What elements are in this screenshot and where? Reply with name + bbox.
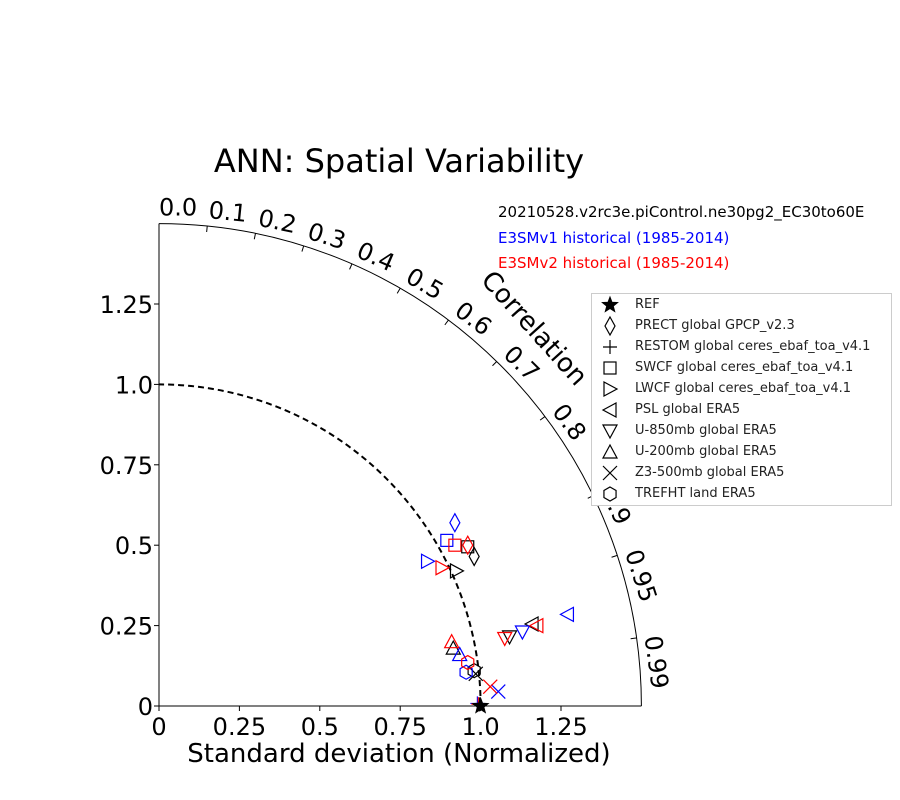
reference-point [471, 696, 490, 714]
correlation-tick-label: 0.2 [256, 204, 299, 239]
legend: REF PRECT global GPCP_v2.3 RESTOM global… [591, 293, 892, 506]
x-axis-label: Standard deviation (Normalized) [187, 739, 610, 769]
reference-arc [158, 383, 482, 707]
data-point-hexagon [467, 662, 481, 679]
data-point-triangle-down [501, 630, 518, 646]
run-label-e3smv1: E3SMv1 historical (1985-2014) [498, 229, 730, 247]
legend-label-u200: U-200mb global ERA5 [635, 444, 777, 459]
y-tick-label: 1.0 [115, 371, 153, 399]
outer-arc [158, 223, 642, 707]
legend-label-ref: REF [635, 297, 660, 312]
legend-markers [601, 295, 619, 502]
data-point-square [440, 533, 454, 547]
legend-marker-triangle-down [601, 424, 619, 440]
x-tick-label: 0.25 [213, 713, 266, 741]
legend-marker-hexagon [603, 486, 617, 502]
data-point-triangle-down [496, 631, 513, 647]
plot-axes: 00 0.25 0.25 0.5 0.5 0.75 0.75 1.0 1.0 1.25 1.25 0.… [100, 194, 674, 741]
legend-marker-star [601, 295, 619, 313]
x-tick-label: 1.25 [534, 713, 587, 741]
correlation-tick-label: 0.3 [304, 217, 349, 255]
data-point-triangle-up [443, 633, 460, 649]
data-markers [420, 512, 575, 714]
y-tick-label: 0.25 [100, 613, 153, 641]
legend-marker-triangle-up [601, 443, 619, 459]
legend-marker-x [602, 465, 618, 481]
legend-marker-triangle-right [603, 380, 619, 398]
legend-label-psl: PSL global ERA5 [635, 402, 741, 417]
y-tick-label: 0.75 [100, 452, 153, 480]
legend-marker-square [603, 361, 617, 375]
data-point-square [461, 540, 475, 554]
correlation-tick [492, 361, 498, 367]
legend-label-swcf: SWCF global ceres_ebaf_toa_v4.1 [635, 360, 854, 375]
correlation-tick-label: 0.4 [353, 236, 399, 277]
x-tick-label: 0.75 [373, 713, 426, 741]
data-point-square [448, 538, 462, 552]
correlation-tick-label: 0.5 [401, 262, 448, 305]
legend-label-u850: U-850mb global ERA5 [635, 423, 777, 438]
chart-title: ANN: Spatial Variability [214, 142, 584, 180]
legend-label-restom: RESTOM global ceres_ebaf_toa_v4.1 [635, 339, 871, 354]
data-point-diamond [462, 534, 474, 556]
correlation-tick-label: 0.95 [619, 546, 662, 606]
y-tick-label: 0.5 [115, 532, 153, 560]
correlation-tick [444, 319, 449, 326]
data-point-triangle-down [514, 625, 531, 641]
y-tick-label: 1.25 [100, 291, 153, 319]
legend-marker-diamond [604, 315, 616, 337]
x-tick-label: 0 [151, 713, 166, 741]
data-point-triangle-right [449, 562, 465, 579]
correlation-tick-label: 0.1 [207, 196, 248, 228]
legend-label-lwcf: LWCF global ceres_ebaf_toa_v4.1 [635, 381, 852, 396]
correlation-tick [253, 233, 256, 240]
run-label-reference: 20210528.v2rc3e.piControl.ne30pg2_EC30to… [498, 203, 865, 221]
data-point-hexagon [461, 654, 475, 671]
correlation-tick [539, 416, 546, 421]
run-label-e3smv2: E3SMv2 historical (1985-2014) [498, 254, 730, 272]
y-tick-label: 0 [138, 693, 153, 721]
correlation-tick [206, 225, 208, 233]
correlation-tick [349, 263, 353, 270]
data-point-triangle-up [451, 646, 468, 662]
data-point-x [490, 684, 506, 699]
correlation-tick [611, 554, 618, 558]
data-point-triangle-left [528, 617, 544, 634]
data-point-triangle-left [523, 615, 539, 632]
data-point-triangle-right [435, 559, 451, 576]
legend-marker-triangle-left [601, 401, 617, 419]
correlation-tick-label: 0.0 [159, 194, 197, 222]
correlation-tick [630, 637, 637, 640]
x-tick-label: 0.5 [301, 713, 339, 741]
data-point-diamond [449, 512, 461, 533]
data-point-diamond [468, 546, 480, 567]
correlation-tick-label: 0.99 [639, 634, 674, 691]
data-point-triangle-left [559, 606, 575, 623]
data-point-x [482, 679, 498, 695]
correlation-tick-label: 0.6 [450, 296, 497, 341]
correlation-tick-label: 0.8 [547, 399, 592, 446]
legend-label-trefht: TREFHT land ERA5 [635, 486, 756, 501]
correlation-tick [396, 287, 401, 294]
legend-label-prect: PRECT global GPCP_v2.3 [635, 318, 795, 333]
legend-label-z3: Z3-500mb global ERA5 [635, 465, 785, 480]
data-point-hexagon [459, 664, 473, 680]
correlation-tick [301, 245, 305, 252]
x-tick-label: 1.0 [462, 713, 500, 741]
data-point-triangle-right [420, 553, 436, 570]
legend-marker-plus [603, 340, 617, 354]
